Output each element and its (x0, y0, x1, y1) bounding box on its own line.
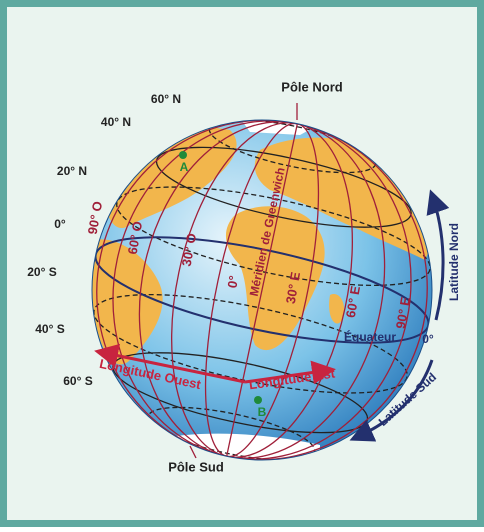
equator-label: Équateur (344, 329, 396, 344)
lon-label: 30° E (283, 270, 303, 304)
point-a-label: A (180, 160, 189, 174)
arrow-longitude-east (244, 360, 336, 385)
lon-label: 30° O (179, 232, 200, 267)
lat-label: 0° (54, 217, 66, 231)
lon-label: 60° E (343, 284, 363, 318)
axis-south (189, 445, 197, 459)
lon-label: 60° O (125, 220, 146, 255)
arrow-longitude-west (94, 343, 246, 384)
latitude-north-label: Latitude Nord (447, 223, 461, 301)
equator-degree: 0° (422, 332, 434, 346)
lat-label: 20° N (57, 164, 87, 178)
point-b-label: B (258, 405, 267, 419)
lat-label: 60° N (151, 92, 181, 106)
point-a (179, 151, 187, 159)
north-pole: Pôle Nord (281, 79, 342, 94)
lat-label: 60° S (63, 374, 92, 388)
lon-label: 90° E (393, 295, 413, 329)
arrow-latitude-south (349, 359, 434, 442)
globe-outline (91, 119, 433, 461)
lon-label: 90° O (85, 200, 106, 235)
lat-label: 40° N (101, 115, 131, 129)
point-b (254, 396, 262, 404)
lat-label: 20° S (27, 265, 56, 279)
lat-label: 40° S (35, 322, 64, 336)
south-pole: Pôle Sud (168, 459, 224, 474)
arrow-latitude-north (426, 189, 450, 321)
lon-label: 0° (224, 274, 241, 289)
